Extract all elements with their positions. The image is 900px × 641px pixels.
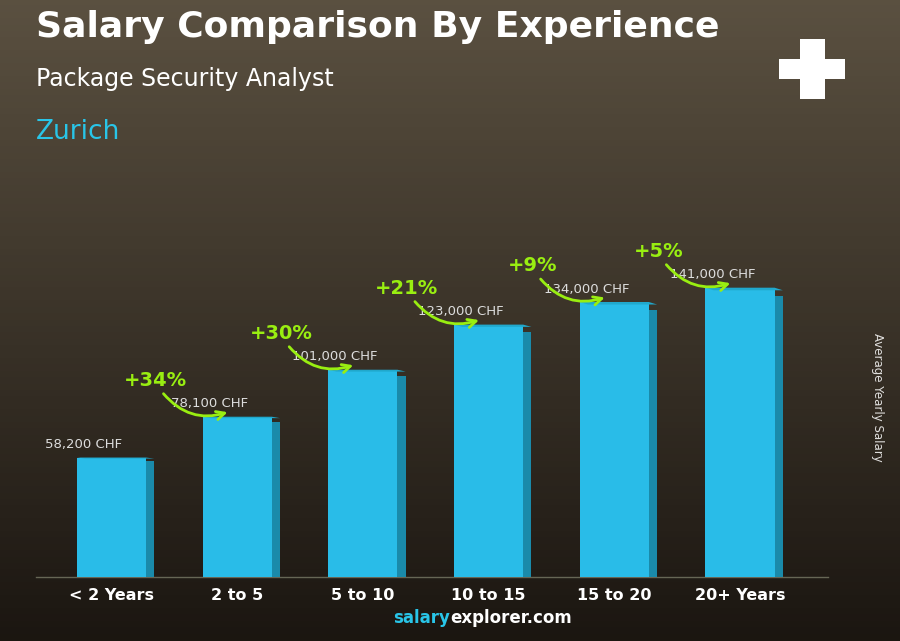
Text: +5%: +5% <box>634 242 683 261</box>
Polygon shape <box>580 302 657 304</box>
Text: Average Yearly Salary: Average Yearly Salary <box>871 333 884 462</box>
Text: explorer.com: explorer.com <box>450 609 572 627</box>
Text: 141,000 CHF: 141,000 CHF <box>670 268 755 281</box>
Polygon shape <box>202 417 280 418</box>
Text: +34%: +34% <box>124 370 187 390</box>
Text: salary: salary <box>393 609 450 627</box>
FancyBboxPatch shape <box>706 288 775 577</box>
FancyBboxPatch shape <box>328 370 398 577</box>
FancyBboxPatch shape <box>76 458 146 577</box>
Text: +21%: +21% <box>375 279 438 297</box>
FancyBboxPatch shape <box>146 461 154 577</box>
FancyBboxPatch shape <box>202 417 272 577</box>
Text: +30%: +30% <box>249 324 312 343</box>
Polygon shape <box>706 288 783 290</box>
FancyBboxPatch shape <box>775 296 783 577</box>
Polygon shape <box>328 370 406 372</box>
Text: 101,000 CHF: 101,000 CHF <box>292 350 378 363</box>
Text: 58,200 CHF: 58,200 CHF <box>45 438 122 451</box>
Text: 123,000 CHF: 123,000 CHF <box>418 305 504 318</box>
FancyBboxPatch shape <box>580 302 649 577</box>
FancyBboxPatch shape <box>649 310 657 577</box>
FancyBboxPatch shape <box>454 324 523 577</box>
Text: Zurich: Zurich <box>36 119 121 145</box>
FancyBboxPatch shape <box>779 58 845 79</box>
Text: Package Security Analyst: Package Security Analyst <box>36 67 334 91</box>
FancyBboxPatch shape <box>523 332 531 577</box>
Text: 78,100 CHF: 78,100 CHF <box>171 397 248 410</box>
Polygon shape <box>454 324 531 327</box>
Text: 134,000 CHF: 134,000 CHF <box>544 283 629 296</box>
FancyBboxPatch shape <box>272 422 280 577</box>
Text: +9%: +9% <box>508 256 557 275</box>
FancyBboxPatch shape <box>800 38 824 99</box>
Text: Salary Comparison By Experience: Salary Comparison By Experience <box>36 10 719 44</box>
FancyBboxPatch shape <box>398 376 406 577</box>
